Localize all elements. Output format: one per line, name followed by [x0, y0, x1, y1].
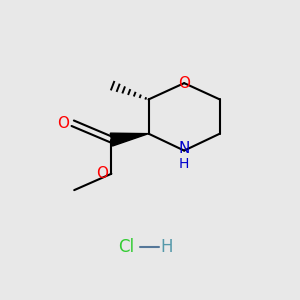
- Text: Cl: Cl: [118, 238, 134, 256]
- Text: H: H: [160, 238, 172, 256]
- Text: H: H: [179, 157, 189, 171]
- Text: O: O: [96, 166, 108, 181]
- Text: N: N: [178, 141, 190, 156]
- Polygon shape: [110, 133, 148, 146]
- Text: O: O: [178, 76, 190, 91]
- Text: O: O: [57, 116, 69, 131]
